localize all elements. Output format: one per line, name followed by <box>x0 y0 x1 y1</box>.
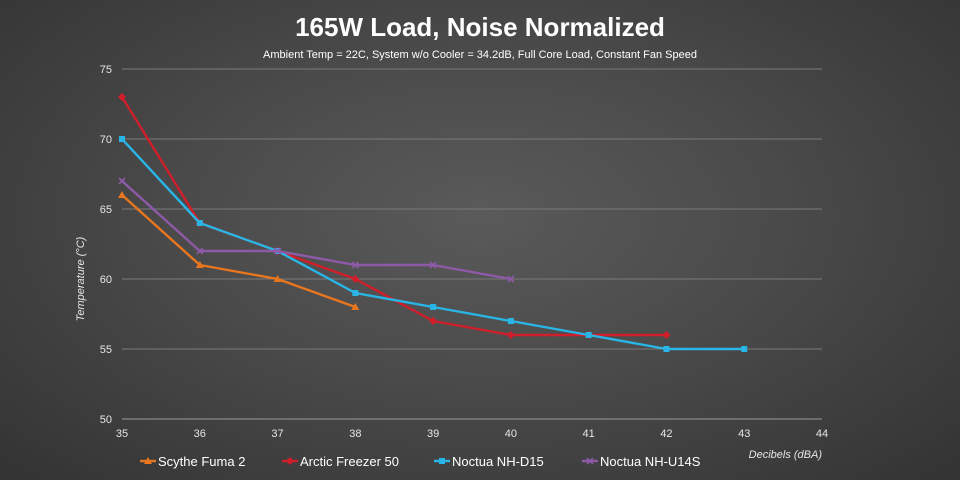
y-tick-label: 65 <box>100 204 112 216</box>
data-point <box>196 220 203 226</box>
legend-label: Noctua NH-D15 <box>452 454 544 469</box>
data-point <box>506 331 515 339</box>
data-point <box>351 261 359 269</box>
data-point <box>429 261 437 269</box>
legend-label: Scythe Fuma 2 <box>158 454 245 469</box>
data-point <box>430 304 437 310</box>
legend-label: Arctic Freezer 50 <box>300 454 399 469</box>
data-point <box>118 191 126 198</box>
y-tick-label: 70 <box>100 134 112 146</box>
x-tick-label: 43 <box>738 428 750 440</box>
y-axis-title: Temperature (°C) <box>75 236 87 321</box>
x-tick-label: 40 <box>505 428 517 440</box>
y-tick-label: 60 <box>100 274 112 286</box>
x-tick-label: 37 <box>271 428 283 440</box>
data-point <box>273 247 282 255</box>
data-point <box>663 346 670 352</box>
series-3 <box>118 177 515 283</box>
chart-title: 165W Load, Noise Normalized <box>295 12 665 42</box>
x-tick-label: 36 <box>194 428 206 440</box>
y-tick-label: 55 <box>100 344 112 356</box>
legend-marker <box>586 457 594 465</box>
legend-item: Noctua NH-U14S <box>582 454 701 469</box>
data-point <box>351 275 360 283</box>
legend-item: Arctic Freezer 50 <box>282 454 399 469</box>
x-tick-label: 42 <box>660 428 672 440</box>
chart-subtitle: Ambient Temp = 22C, System w/o Cooler = … <box>263 49 697 61</box>
data-point <box>195 261 204 268</box>
legend-item: Scythe Fuma 2 <box>140 454 245 469</box>
series-1 <box>118 93 671 339</box>
data-point <box>118 177 126 185</box>
x-tick-label: 41 <box>583 428 595 440</box>
data-point <box>273 275 282 282</box>
data-point <box>118 93 126 101</box>
data-point <box>119 136 125 142</box>
x-axis-title: Decibels (dBA) <box>749 449 823 461</box>
legend-item: Noctua NH-D15 <box>434 454 544 469</box>
series-line <box>121 194 356 309</box>
data-point <box>507 318 514 324</box>
x-tick-label: 35 <box>116 428 128 440</box>
data-point <box>585 332 592 338</box>
series-0 <box>118 191 360 310</box>
legend-label: Noctua NH-U14S <box>600 454 701 469</box>
y-tick-label: 75 <box>100 64 112 76</box>
data-point <box>196 247 204 255</box>
x-tick-label: 39 <box>427 428 439 440</box>
data-point <box>507 275 515 283</box>
x-tick-label: 44 <box>816 428 828 440</box>
x-tick-label: 38 <box>349 428 361 440</box>
y-tick-label: 50 <box>100 414 112 426</box>
data-point <box>352 290 359 296</box>
series-line <box>121 180 512 281</box>
legend-marker <box>286 457 294 465</box>
data-point <box>429 317 438 325</box>
data-point <box>351 303 360 310</box>
legend-marker <box>144 457 152 464</box>
data-point <box>741 346 748 352</box>
data-point <box>662 331 671 339</box>
legend-marker <box>439 458 445 464</box>
